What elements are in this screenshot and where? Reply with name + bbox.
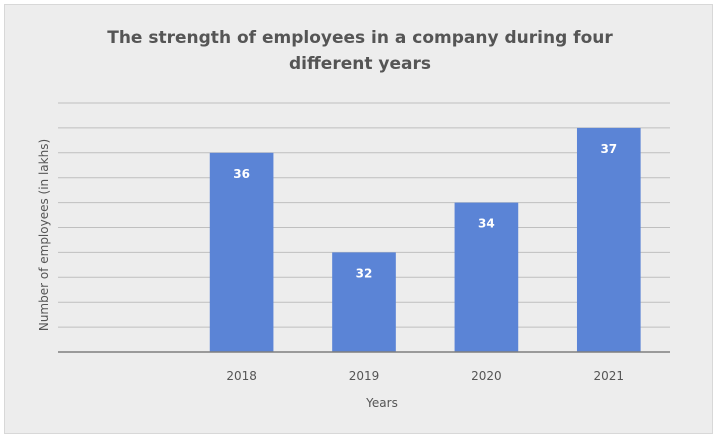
bar-2018 <box>209 152 274 352</box>
x-tick-2018: 2018 <box>226 369 257 383</box>
x-axis-label: Years <box>366 396 398 410</box>
x-tick-2021: 2021 <box>594 369 625 383</box>
x-tick-2020: 2020 <box>471 369 502 383</box>
chart-title-line-2: different years <box>289 54 431 74</box>
bar-2019 <box>332 252 396 352</box>
y-axis-label: Number of employees (in lakhs) <box>37 138 51 332</box>
x-tick-labels: 2018 2019 2020 2021 <box>226 369 624 383</box>
data-labels: 36 32 34 37 <box>233 142 617 281</box>
data-label-2019: 32 <box>356 266 373 280</box>
chart-title-line-1: The strength of employees in a company d… <box>107 28 613 48</box>
data-label-2020: 34 <box>478 217 495 231</box>
data-label-2021: 37 <box>600 142 617 156</box>
data-label-2018: 36 <box>233 167 250 181</box>
bars <box>209 127 641 353</box>
x-tick-2019: 2019 <box>349 369 380 383</box>
bar-2020 <box>454 202 519 352</box>
bar-2021 <box>576 127 641 353</box>
